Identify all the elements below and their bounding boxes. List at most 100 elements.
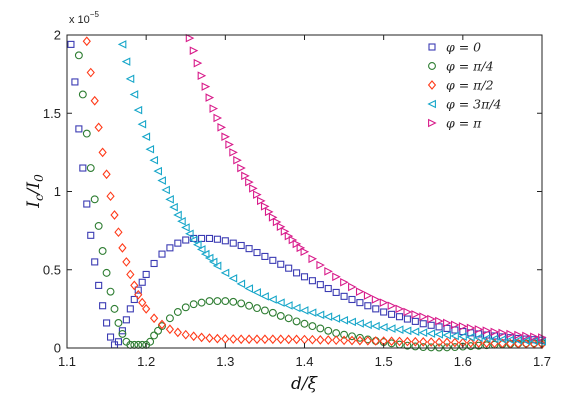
data-point: [260, 334, 270, 345]
data-point: [103, 319, 111, 327]
data-point: [387, 336, 396, 347]
data-point: [379, 323, 388, 332]
data-point: [419, 337, 428, 347]
legend-marker: [428, 62, 436, 70]
data-point: [165, 324, 175, 335]
x-tick-label: 1.4: [295, 354, 313, 369]
data-point: [196, 245, 206, 254]
plot-background: [67, 35, 542, 348]
data-point: [157, 319, 167, 330]
data-point: [182, 236, 190, 244]
data-point: [363, 291, 373, 300]
data-point: [379, 298, 389, 307]
data-point: [268, 334, 277, 345]
series-1: [74, 51, 546, 352]
data-point: [102, 169, 111, 180]
data-point: [355, 335, 365, 346]
data-point: [490, 327, 500, 337]
legend-marker: [428, 118, 437, 128]
data-point: [118, 329, 127, 338]
data-point: [355, 319, 364, 328]
legend-label: φ = π/4: [446, 59, 494, 74]
data-point: [90, 195, 99, 204]
data-point: [229, 334, 238, 344]
data-point: [411, 336, 420, 347]
data-point: [205, 333, 214, 343]
data-point: [197, 332, 206, 343]
data-point: [300, 273, 309, 281]
data-point: [348, 282, 357, 292]
data-point: [347, 335, 357, 346]
data-point: [442, 337, 452, 348]
data-point: [394, 325, 404, 334]
legend-marker: [428, 43, 436, 51]
data-point: [403, 336, 412, 347]
data-point: [386, 324, 396, 333]
data-point: [99, 302, 107, 310]
data-point: [268, 308, 277, 317]
data-point: [427, 343, 436, 352]
data-point: [114, 227, 123, 238]
data-point: [268, 213, 278, 222]
data-point: [276, 334, 285, 345]
data-point: [78, 90, 87, 99]
data-point: [348, 295, 356, 304]
data-point: [474, 333, 483, 343]
data-point: [122, 316, 130, 324]
data-point: [435, 316, 444, 326]
data-point: [443, 318, 452, 328]
data-point: [371, 336, 380, 346]
data-point: [299, 306, 309, 315]
data-point: [253, 304, 261, 313]
data-point: [138, 278, 146, 286]
data-point: [244, 334, 254, 345]
x-tick-label: 1.2: [137, 354, 155, 369]
data-point: [200, 249, 210, 259]
legend-label: φ = 0: [446, 40, 481, 55]
data-point: [355, 333, 364, 342]
data-point: [87, 231, 95, 239]
data-point: [125, 74, 135, 84]
data-point: [489, 334, 499, 344]
legend-item: φ = π/4: [428, 59, 494, 74]
data-point: [340, 330, 349, 339]
data-point: [411, 317, 419, 325]
data-point: [284, 231, 294, 241]
data-point: [284, 314, 293, 323]
data-point: [363, 320, 372, 330]
data-point: [118, 242, 127, 253]
data-point: [198, 234, 206, 242]
data-point: [419, 312, 428, 321]
data-point: [228, 274, 238, 283]
data-point: [293, 269, 301, 277]
data-point: [82, 36, 91, 47]
legend-label: φ = π/2: [446, 78, 494, 93]
data-point: [323, 312, 333, 321]
data-point: [209, 104, 219, 113]
data-point: [269, 256, 277, 264]
data-point: [316, 335, 325, 345]
legend-marker: [427, 99, 436, 109]
series-3: [117, 40, 546, 346]
data-point: [149, 155, 159, 165]
data-point: [158, 250, 166, 258]
data-point: [110, 210, 119, 220]
data-point: [118, 327, 126, 335]
x-tick-label: 1.6: [454, 354, 472, 369]
data-point: [260, 306, 269, 315]
data-point: [419, 320, 427, 328]
y-exponent-label: x 10−5: [69, 10, 99, 26]
data-point: [74, 51, 83, 60]
data-point: [201, 82, 211, 91]
data-point: [189, 235, 198, 245]
x-tick-label: 1.7: [533, 354, 551, 369]
data-point: [521, 336, 531, 346]
data-point: [427, 321, 435, 329]
data-point: [173, 327, 182, 338]
legend-marker: [427, 80, 437, 90]
y-tick-label: 1: [54, 184, 61, 199]
data-point: [146, 337, 155, 346]
data-point: [395, 304, 405, 314]
data-point: [513, 336, 523, 345]
